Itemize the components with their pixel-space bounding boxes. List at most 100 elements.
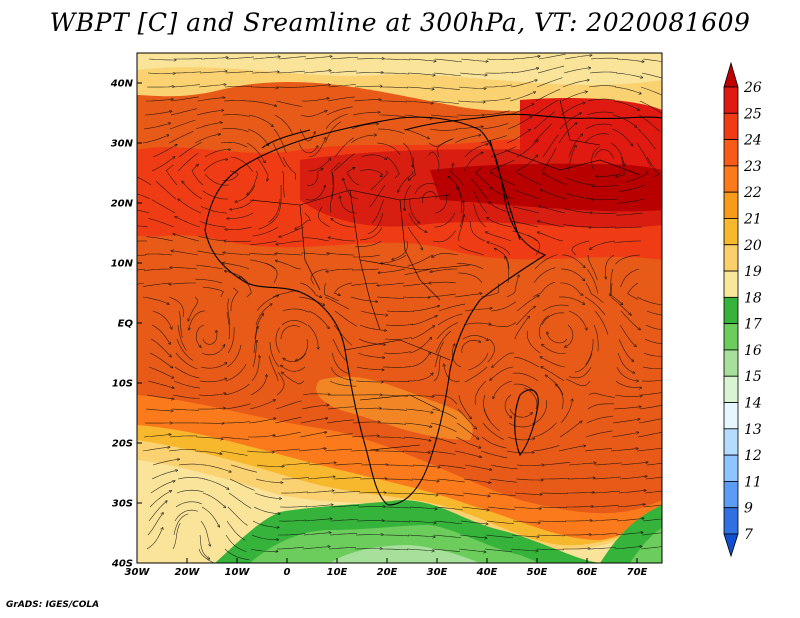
streamline (637, 431, 662, 438)
colorbar-label: 26 (743, 80, 762, 96)
streamline (142, 296, 169, 304)
streamline (324, 296, 350, 310)
streamline (148, 59, 176, 60)
streamline (326, 106, 353, 116)
streamline (173, 380, 201, 389)
streamline (230, 198, 255, 209)
streamline (429, 128, 457, 131)
streamline (275, 400, 302, 410)
streamline (280, 491, 309, 494)
streamline (195, 123, 222, 130)
streamline (558, 123, 577, 144)
lon-tick-label: 10E (327, 567, 348, 578)
streamline (352, 112, 380, 116)
streamline (168, 449, 196, 452)
streamline (561, 254, 585, 268)
streamline (533, 267, 556, 284)
streamline (276, 546, 304, 550)
streamline (369, 184, 386, 208)
streamline (567, 478, 595, 479)
streamline (299, 282, 322, 297)
colorbar-label: 25 (743, 106, 762, 122)
streamline (229, 478, 255, 491)
colorbar-label: 23 (743, 159, 762, 175)
streamline (227, 506, 248, 526)
streamline (588, 547, 616, 550)
streamline (334, 137, 354, 158)
streamline (386, 156, 400, 179)
lon-tick-label: 0 (284, 567, 291, 578)
streamline (641, 379, 662, 382)
streamline (560, 103, 585, 116)
streamline (246, 142, 265, 163)
streamline (182, 181, 203, 200)
streamline (200, 57, 228, 60)
streamline (617, 504, 645, 508)
streamline (171, 96, 199, 102)
streamline (458, 86, 486, 89)
streamline (408, 58, 436, 61)
streamline (568, 463, 596, 466)
streamline (251, 87, 278, 88)
streamline (223, 263, 250, 270)
streamline (636, 296, 662, 305)
streamline (407, 373, 433, 382)
streamline (272, 142, 286, 168)
streamline (171, 251, 199, 256)
streamline (381, 548, 409, 551)
streamline (258, 212, 280, 230)
streamline (405, 408, 433, 413)
streamline (506, 450, 534, 453)
streamline (538, 520, 566, 522)
streamline (354, 549, 382, 550)
streamline (278, 185, 282, 212)
streamline (542, 304, 569, 312)
streamline (407, 226, 422, 250)
streamline (409, 506, 437, 509)
streamline (377, 282, 405, 285)
streamline (137, 240, 148, 242)
streamline (435, 330, 452, 354)
streamline (489, 159, 515, 172)
streamline (252, 520, 279, 527)
streamline (407, 534, 435, 537)
streamline (303, 71, 331, 74)
streamline (454, 135, 481, 144)
colorbar-segment (723, 323, 739, 351)
streamline (515, 306, 535, 326)
streamline (508, 104, 534, 116)
streamline (172, 84, 200, 88)
streamline (618, 184, 646, 193)
streamline (175, 501, 202, 508)
streamline (298, 448, 326, 452)
streamline (276, 372, 285, 396)
streamline (402, 297, 430, 298)
streamline (330, 519, 358, 522)
colorbar-label: 11 (744, 474, 762, 490)
streamline (640, 546, 662, 550)
streamline (516, 296, 539, 312)
streamline (433, 355, 441, 382)
streamline (198, 236, 226, 242)
streamline (406, 548, 434, 551)
streamline (457, 408, 476, 429)
lat-tick-label: 40N (110, 79, 134, 90)
streamline (431, 100, 459, 104)
streamline (143, 123, 170, 130)
streamline (404, 184, 412, 210)
streamline (195, 324, 205, 347)
colorbar-label: 22 (743, 185, 762, 201)
streamline (460, 520, 488, 524)
streamline (472, 189, 488, 214)
streamline (473, 203, 487, 228)
streamline (646, 310, 662, 316)
streamline (386, 464, 415, 467)
streamline (353, 408, 381, 409)
streamline (642, 366, 662, 369)
streamline (299, 128, 315, 142)
streamline (330, 56, 358, 60)
streamline (354, 86, 382, 87)
streamline (282, 308, 310, 313)
streamline (511, 534, 539, 537)
streamline (617, 198, 645, 204)
